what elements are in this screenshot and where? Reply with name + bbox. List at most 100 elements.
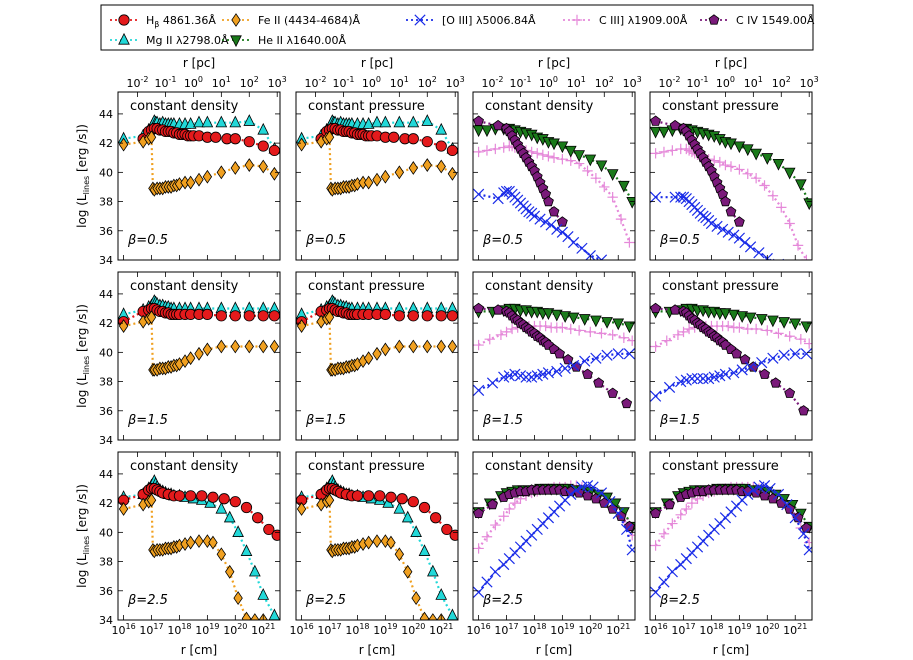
data-point [803, 544, 812, 556]
x2-tick-label: 101 [744, 75, 763, 90]
data-point [523, 206, 535, 218]
data-point [216, 339, 227, 354]
data-point [396, 493, 408, 505]
axis-labels: r [pc] r [cm] r [pc] r [cm] r [pc] r [cm] r [p… [75, 56, 749, 657]
top-axis-label: r [pc] [715, 56, 747, 70]
panel-r2-c2: constant pressure β=1.5 [295, 271, 459, 441]
data-point [372, 172, 382, 187]
data-point [582, 368, 593, 379]
data-point [744, 312, 757, 325]
data-point [582, 490, 593, 501]
y-tick-label: 34 [99, 614, 113, 627]
data-point [585, 326, 596, 338]
data-point [407, 115, 420, 128]
data-point [759, 490, 770, 501]
data-point [623, 348, 635, 360]
panel-frame [117, 451, 281, 621]
beta-label: β=2.5 [482, 593, 523, 608]
series-group [118, 474, 280, 620]
series-group [650, 479, 812, 598]
data-point [427, 564, 439, 577]
x-tick-label: 1019 [550, 622, 574, 637]
data-point [441, 523, 453, 536]
data-point [666, 566, 678, 578]
data-point [229, 115, 242, 128]
data-point [492, 119, 504, 131]
beta-label: β=1.5 [127, 413, 168, 428]
data-point [489, 566, 501, 578]
data-point [473, 146, 484, 158]
series-group [118, 114, 280, 197]
data-point [215, 310, 227, 322]
x2-tick-label: 100 [362, 75, 381, 90]
data-point [650, 115, 661, 126]
data-point [548, 152, 560, 163]
data-point [767, 315, 779, 328]
data-point [789, 348, 801, 360]
legend-label: C IV 1549.00Å [736, 14, 815, 27]
data-point [739, 236, 751, 249]
data-point [363, 351, 374, 366]
data-point [363, 490, 375, 502]
data-point [421, 310, 433, 322]
data-point [596, 328, 607, 339]
data-point [567, 312, 580, 325]
data-point [410, 525, 422, 537]
panel-r1-c2: 10-2 10-1 100 101 102 103 constant pressure β=0… [295, 75, 465, 261]
data-point [691, 373, 704, 385]
data-point [658, 528, 670, 540]
data-point [252, 512, 264, 524]
data-point [520, 371, 532, 383]
data-point [607, 387, 619, 398]
data-point [801, 522, 812, 533]
data-point [741, 144, 754, 157]
data-point [473, 339, 484, 351]
data-point [792, 240, 804, 251]
legend-label: [O III] λ5006.84Å [442, 14, 536, 27]
data-point [548, 206, 560, 217]
data-point [258, 159, 268, 174]
data-point [723, 320, 734, 332]
data-point [271, 529, 280, 541]
data-point [225, 564, 235, 579]
data-point [230, 339, 240, 354]
data-point [800, 321, 812, 334]
x-tick-label: 1020 [223, 622, 247, 637]
data-point [411, 591, 421, 606]
x2-tick-label: 10-2 [305, 75, 327, 90]
x-tick-label: 1019 [373, 622, 397, 637]
data-point [393, 115, 406, 128]
data-point [447, 166, 458, 181]
y-tick-label: 44 [99, 108, 113, 121]
data-point [623, 321, 635, 334]
series-group [473, 479, 635, 598]
panel-background [650, 452, 812, 620]
data-point [697, 210, 709, 222]
data-point [372, 346, 382, 361]
data-point [324, 130, 335, 145]
data-point [664, 498, 675, 510]
data-point [215, 501, 228, 514]
data-point [658, 146, 670, 158]
data-point [532, 148, 543, 159]
data-point [146, 130, 157, 145]
data-point [233, 591, 243, 606]
panel-frame [295, 451, 459, 621]
data-point [711, 220, 723, 233]
panel-frame [472, 271, 636, 441]
legend-marker-circle [118, 14, 130, 26]
data-point [435, 588, 448, 600]
x-tick-label: 1020 [401, 622, 425, 637]
beta-label: β=0.5 [482, 233, 523, 248]
data-point [446, 144, 458, 157]
data-point [719, 308, 732, 320]
data-point [324, 310, 335, 325]
x2-tick-label: 100 [539, 75, 558, 90]
x2-tick-label: 10-1 [154, 75, 176, 90]
data-point [658, 126, 670, 139]
panel-title: constant density [485, 459, 594, 474]
data-point [495, 329, 507, 341]
data-point [736, 311, 749, 323]
legend-label: He II λ1640.00Å [258, 34, 347, 47]
data-point [418, 544, 431, 556]
